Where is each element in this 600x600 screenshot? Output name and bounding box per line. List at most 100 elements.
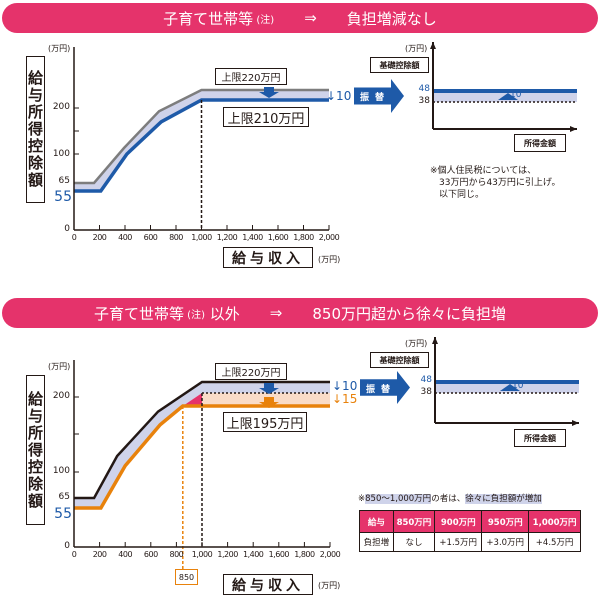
axis-arrow-icon [432,337,438,344]
new-deduction-line [74,404,330,510]
x-tick-label: 1,200 [216,233,238,242]
x-tick-label: 400 [118,550,133,559]
banner-note: (注) [187,309,205,321]
mini-low: 38 [418,96,430,106]
x-tick-label: 400 [118,233,132,242]
mini-y-label: 基礎控除額 [370,57,429,73]
old-cap-label: 上限220万円 [215,68,287,85]
reduction-label: ↓10 [326,89,352,103]
x-tick-label: 1,600 [268,550,290,559]
x-tick-label: 800 [169,550,184,559]
banner-text: 子育て世帯等 [93,304,184,323]
reduction-label-15: ↓15 [332,392,358,406]
y-tick: 65 [58,176,70,186]
burden-table: 給与 850万円 900万円 950万円 1,000万円 負担増 なし +1.5… [359,510,581,552]
axis-arrow-icon [572,420,579,426]
table-cell: +3.0万円 [481,532,530,552]
banner-result: 負担増減なし [346,9,437,28]
y-tick: 100 [52,149,70,159]
table-header-row: 給与 850万円 900万円 950万円 1,000万円 [359,510,581,533]
x-axis-label: 給与収入 [223,247,313,268]
mini-unit: (万円) [405,339,428,348]
x-tick-label: 2,000 [319,550,341,559]
banner-text: 子育て世帯等 [163,9,254,28]
y-unit: (万円) [48,44,71,53]
old-deduction-line [74,88,329,185]
x-unit: (万円) [318,255,341,264]
threshold-label: 850 [175,569,198,585]
reduction-band [74,90,329,191]
x-tick-label: 1,400 [242,233,263,242]
new-cap-label: 上限210万円 [223,107,309,127]
mini-unit: (万円) [405,44,428,53]
table-header: 950万円 [481,510,530,533]
new-cap-label: 上限195万円 [223,412,307,432]
y-tick: 200 [52,391,70,401]
axis-arrow-icon [570,126,577,132]
x-tick-label: 1,800 [293,233,314,242]
table-header: 給与 [359,510,394,533]
y-axis-label: 給与所得控除額 [26,56,45,203]
old-cap-label: 上限220万円 [215,363,287,380]
up-arrow-icon [498,93,518,100]
note-highlight: 徐々に負担額が増加 [465,494,542,504]
arrow-icon: ⇒ [269,304,283,322]
mini-increase: 10 [512,381,524,391]
x-tick-label: 1,800 [294,550,315,559]
y-tick: 100 [52,466,70,476]
switch-label: 振替 [366,385,397,395]
down-arrow-icon [259,397,279,408]
x-tick-label: 200 [92,550,107,559]
new-deduction-line [74,98,329,193]
x-tick-label: 0 [71,550,77,559]
axis-arrow-icon [430,42,436,49]
section1-banner: 子育て世帯等 (注) ⇒ 負担増減なし [2,3,598,33]
table-note: ※850～1,000万円の者は、徐々に負担額が増加 [358,493,542,505]
x-tick-label: 0 [71,233,77,242]
banner-result: 850万円超から徐々に負担増 [312,304,507,323]
mini-low: 38 [420,387,432,397]
table-row: 負担増 なし +1.5万円 +3.0万円 +4.5万円 [359,532,581,552]
table-cell: +1.5万円 [434,532,483,552]
y-tick: 0 [64,224,70,234]
note-range: 850～1,000万円 [365,494,432,504]
table-header: 850万円 [392,510,436,533]
x-axis-label: 給与収入 [223,574,313,595]
reduction-label-10: ↓10 [332,379,358,393]
x-tick-label: 1,000 [191,233,212,242]
reduction-band [74,382,330,508]
down-arrow-icon [259,87,279,98]
y-tick: 65 [58,492,70,502]
x-tick-label: 200 [92,233,107,242]
x-unit: (万円) [318,581,341,590]
note-mark: ※ [358,494,366,504]
x-tick-label: 600 [143,550,158,559]
up-arrow-icon [500,384,520,391]
mini-x-label: 所得金額 [514,429,566,447]
mini-high: 48 [420,375,432,385]
y-axis-label: 給与所得控除額 [26,375,45,525]
section2-banner: 子育て世帯等 (注) 以外 ⇒ 850万円超から徐々に負担増 [2,298,598,328]
down-arrow-icon [259,383,279,394]
y-tick: 0 [64,541,70,551]
arrow-icon: ⇒ [304,9,317,27]
footnote: ※個人住民税については、 33万円から43万円に引上げ。 以下同じ。 [430,166,561,200]
x-tick-label: 2,000 [318,233,340,242]
gradual-increase-area [182,393,202,406]
y-tick: 200 [52,102,70,112]
mini-x-label: 所得金額 [514,134,566,152]
x-tick-label: 1,600 [267,233,289,242]
x-tick-label: 600 [143,233,158,242]
mini-high: 48 [418,84,430,94]
banner-note: (注) [256,14,275,26]
table-cell: +4.5万円 [528,532,581,552]
x-tick-label: 800 [169,233,183,242]
y-start-label: 55 [54,189,72,205]
switch-arrow-icon [360,371,410,404]
switch-arrow-icon [354,79,404,113]
mini-increase: 10 [510,90,522,100]
x-tick-label: 1,400 [242,550,264,559]
table-cell: なし [392,532,436,552]
banner-suffix: 以外 [209,304,240,323]
